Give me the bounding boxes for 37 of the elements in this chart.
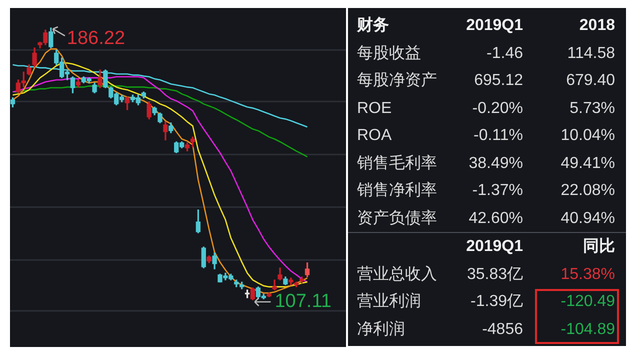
category-label: 财务 (357, 16, 390, 36)
text: ROA (357, 127, 392, 144)
text: 营业利润 (357, 293, 421, 310)
text: 49.41% (560, 154, 615, 172)
category-label: 2018 (578, 16, 615, 36)
annotation: 186.22 (66, 28, 126, 50)
text: -4856 (482, 320, 523, 338)
text: -1.39亿 (470, 293, 523, 310)
text: 营业总收入 (357, 266, 437, 282)
text: 每股收益 (357, 44, 421, 62)
text: 每股净资产 (357, 72, 437, 89)
text: ROE (357, 100, 392, 116)
text: 22.08% (560, 182, 615, 199)
text: 15.38% (560, 266, 615, 282)
category-label: 2019Q1 (465, 16, 523, 36)
text: 114.58 (567, 44, 615, 62)
text: -0.11% (473, 127, 523, 144)
text: 销售毛利率 (357, 154, 437, 172)
text: 净利润 (357, 320, 405, 338)
category-label: 2019Q1 (465, 237, 523, 257)
text: -104.89 (560, 320, 615, 338)
text: 695.12 (474, 72, 523, 89)
text: 资产负债率 (357, 210, 437, 226)
text: 35.83亿 (466, 266, 523, 282)
text: -1.46 (486, 44, 523, 62)
text: -120.49 (560, 293, 615, 310)
annotation: 107.11 (274, 291, 332, 312)
text: 10.04% (560, 127, 615, 144)
text: 38.49% (468, 154, 523, 172)
text: -0.20% (472, 100, 523, 116)
category-label: 同比 (582, 236, 615, 257)
text: 5.73% (570, 100, 615, 116)
text: 40.94% (560, 210, 615, 226)
text: 42.60% (468, 210, 523, 226)
text: 销售净利率 (357, 182, 437, 199)
text: -1.37% (472, 182, 523, 199)
text: 679.40 (566, 72, 615, 89)
